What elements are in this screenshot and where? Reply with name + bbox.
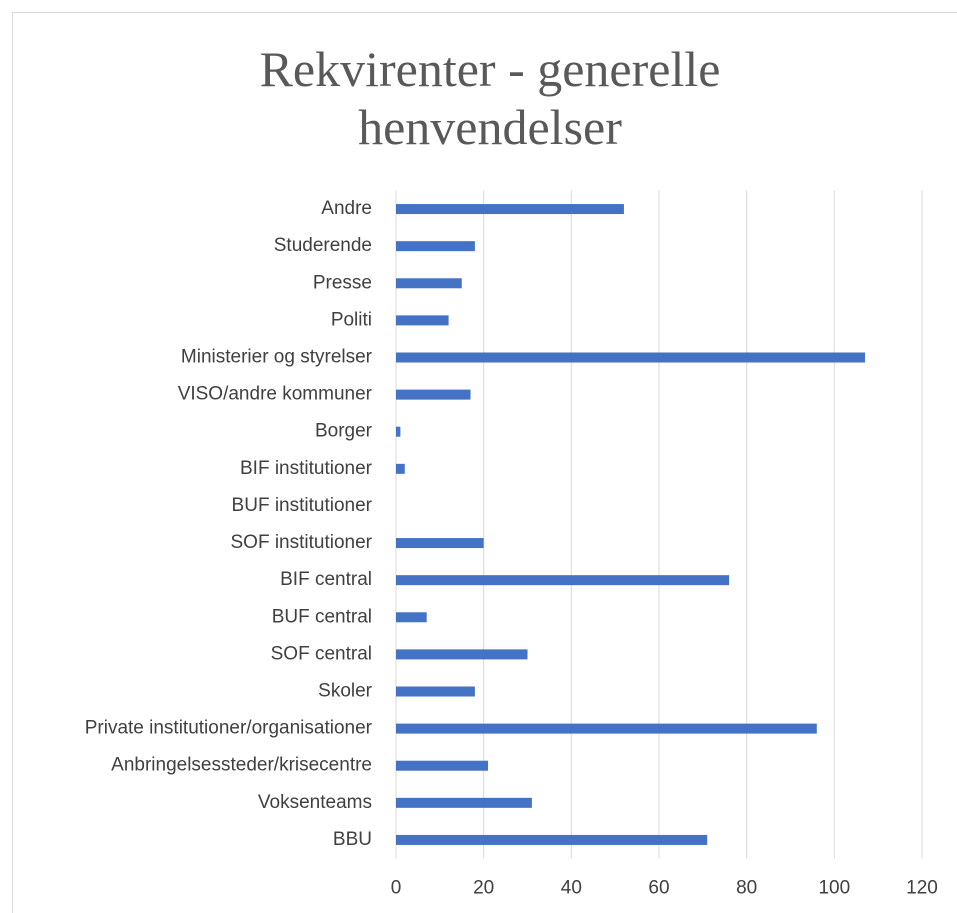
bar [396, 760, 489, 771]
y-tick-label: BBU [333, 829, 372, 850]
bar [396, 278, 462, 289]
chart-title: Rekvirenter - generelle henvendelser [259, 41, 721, 155]
y-tick-label: BIF central [280, 569, 372, 590]
y-tick-label: Private institutioner/organisationer [85, 718, 373, 739]
y-tick-label: Borger [315, 421, 373, 442]
y-tick-label: Politi [331, 309, 372, 330]
bar [396, 612, 427, 623]
x-tick-label: 80 [736, 878, 757, 899]
y-tick-label: SOF institutioner [231, 532, 373, 553]
bar [396, 797, 532, 808]
bar [396, 538, 484, 549]
y-tick-label: Skoler [318, 681, 373, 702]
bar [396, 204, 624, 215]
y-tick-label: VISO/andre kommuner [178, 384, 373, 405]
x-tick-label: 100 [818, 878, 850, 899]
y-tick-label: BUF central [272, 606, 372, 627]
bar [396, 686, 475, 697]
bar [396, 575, 730, 586]
y-tick-label: Presse [313, 272, 372, 293]
bar [396, 834, 708, 845]
bar [396, 352, 866, 363]
y-tick-label: Anbringelsessteder/krisecentre [111, 755, 372, 776]
x-tick-label: 40 [561, 878, 582, 899]
y-tick-label: SOF central [271, 643, 372, 664]
y-tick-label: Voksenteams [258, 792, 372, 813]
chart-frame [12, 12, 957, 913]
x-tick-label: 60 [648, 878, 669, 899]
y-tick-label: BUF institutioner [232, 495, 373, 516]
bar [396, 426, 401, 437]
y-tick-label: BIF institutioner [240, 458, 373, 479]
x-tick-label: 0 [391, 878, 402, 899]
bar [396, 389, 471, 400]
y-tick-label: Andre [321, 198, 372, 219]
bar [396, 649, 528, 660]
x-tick-label: 120 [906, 878, 938, 899]
bar [396, 463, 405, 474]
bar [396, 315, 449, 326]
y-tick-label: Ministerier og styrelser [181, 347, 373, 368]
bar [396, 241, 475, 252]
bar [396, 723, 817, 734]
y-tick-label: Studerende [274, 235, 372, 256]
x-tick-label: 20 [473, 878, 494, 899]
